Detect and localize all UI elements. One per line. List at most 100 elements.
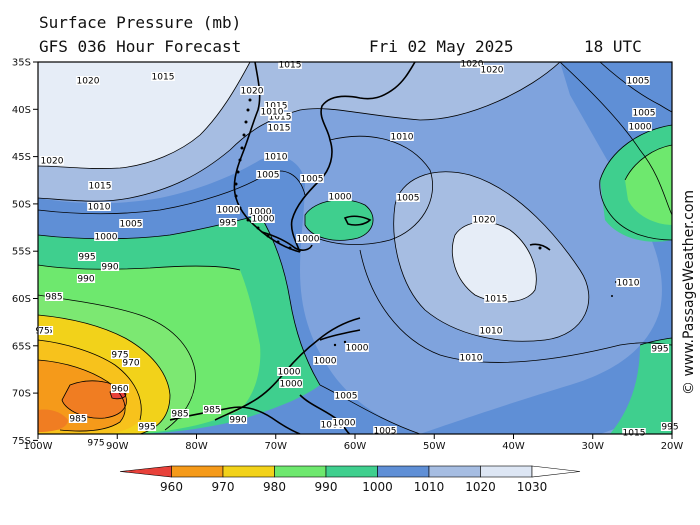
svg-text:970: 970: [122, 359, 139, 369]
isobar-label: 1000: [277, 367, 301, 378]
coastlines: [169, 62, 551, 434]
colorbar-label: 1030: [517, 480, 548, 494]
map-title: Surface Pressure (mb): [39, 13, 242, 32]
isobar-label: 1005: [632, 108, 656, 119]
svg-text:985: 985: [69, 415, 86, 425]
isobar-label: 995: [137, 422, 157, 433]
isobar-label: 1000: [320, 420, 344, 431]
svg-text:975: 975: [111, 351, 128, 361]
lat-label: 75S: [12, 436, 31, 447]
isobar-label: 1010: [87, 202, 111, 213]
fill-1000-east: [420, 62, 672, 434]
lat-label: 65S: [12, 341, 31, 352]
isobar-label: 990: [228, 415, 248, 426]
svg-text:1005: 1005: [627, 77, 650, 87]
svg-text:1000: 1000: [280, 380, 303, 390]
svg-text:1015: 1015: [485, 295, 508, 305]
isobar-label: 1015: [264, 101, 288, 112]
isobar-label: 1000: [216, 205, 240, 216]
isobar-label: 1010: [479, 326, 503, 337]
isobar-label: 1005: [396, 193, 420, 204]
lon-label: 80W: [185, 441, 208, 452]
svg-text:1000: 1000: [297, 235, 320, 245]
isobar-label: 975: [86, 438, 106, 449]
lon-label: 90W: [106, 441, 129, 452]
colorbar-segment: [480, 465, 533, 478]
colorbar-label: 970: [212, 480, 235, 494]
colorbar-arrow-left: [119, 465, 172, 478]
svg-text:1005: 1005: [633, 109, 656, 119]
isobar-label: 1010: [459, 353, 483, 364]
svg-text:1020: 1020: [41, 157, 64, 167]
svg-text:995: 995: [138, 423, 155, 433]
svg-text:1005: 1005: [120, 220, 143, 230]
svg-text:1000: 1000: [314, 357, 337, 367]
isobar-label: 1020: [40, 156, 64, 167]
svg-text:1015: 1015: [268, 124, 291, 134]
isobar-label: 1015: [622, 428, 646, 439]
svg-text:1000: 1000: [321, 421, 344, 431]
isobar-label: 1020: [240, 86, 264, 97]
colorbar-label: 1020: [465, 480, 496, 494]
isobar-label: 1010: [390, 132, 414, 143]
isobar-label: 970: [121, 358, 141, 369]
isobar-label-layer: 1020 101510151020101510151010101510101005…: [34, 59, 680, 449]
lat-label: 45S: [12, 152, 31, 163]
isobar-label: 1005: [300, 174, 324, 185]
isobar-label: 985: [68, 414, 88, 425]
svg-text:1000: 1000: [346, 344, 369, 354]
lat-label: 40S: [12, 105, 31, 116]
svg-text:1010: 1010: [391, 133, 414, 143]
colorbar-segment: [377, 465, 430, 478]
colorbar-label: 990: [315, 480, 338, 494]
svg-text:1005: 1005: [374, 427, 397, 437]
isobar-label: 1005: [373, 426, 397, 437]
isobar-label: 995: [650, 344, 670, 355]
svg-text:1005: 1005: [301, 175, 324, 185]
fill-965: [62, 380, 127, 419]
south-georgia-coast: [529, 243, 551, 251]
forecast-date: Fri 02 May 2025: [369, 37, 514, 56]
lon-label: 40W: [502, 441, 525, 452]
svg-text:1020: 1020: [77, 77, 100, 87]
antarctic-coast-west: [169, 406, 301, 434]
svg-text:1010: 1010: [617, 279, 640, 289]
svg-text:960: 960: [111, 385, 128, 395]
lon-label: 60W: [344, 441, 367, 452]
svg-text:1015: 1015: [279, 61, 302, 71]
svg-text:985: 985: [171, 410, 188, 420]
isobar-label: 1000: [94, 232, 118, 243]
isobar-label: 985: [202, 405, 222, 416]
isobar-label: 1020: [460, 59, 484, 70]
svg-text:1000: 1000: [95, 233, 118, 243]
svg-text:1000: 1000: [333, 419, 356, 429]
svg-text:1015: 1015: [89, 182, 112, 192]
svg-text:990: 990: [77, 275, 94, 285]
svg-text:1015: 1015: [269, 113, 292, 123]
svg-text:1000: 1000: [249, 208, 272, 218]
svg-text:985: 985: [203, 406, 220, 416]
latitude-axis: 35S 40S 45S 50S 55S 60S 65S 70S 75S: [12, 58, 38, 447]
forecast-label: GFS 036 Hour Forecast: [39, 37, 242, 56]
isobar-label: 1000: [628, 122, 652, 133]
fill-1000-southeast: [610, 338, 672, 434]
isobar-label: 1005: [119, 219, 143, 230]
svg-text:1010: 1010: [480, 327, 503, 337]
forecast-time: 18 UTC: [584, 37, 642, 56]
isobar-label: 1020: [76, 76, 100, 87]
svg-text:1005: 1005: [397, 194, 420, 204]
colorbar-segment: [222, 465, 275, 478]
colorbar-label: 1000: [362, 480, 393, 494]
lat-label: 35S: [12, 58, 31, 69]
colorbar-segment: [428, 465, 481, 478]
svg-text:1010: 1010: [265, 153, 288, 163]
south-america-coast: [233, 62, 416, 253]
fill-965-southwest: [38, 409, 68, 432]
lon-label: 50W: [423, 441, 446, 452]
isobar-label: 985: [170, 409, 190, 420]
isobar-label: 1000: [328, 192, 352, 203]
colorbar-segment: [171, 465, 224, 478]
isobar-label: 1005: [334, 391, 358, 402]
svg-text:995: 995: [78, 253, 95, 263]
